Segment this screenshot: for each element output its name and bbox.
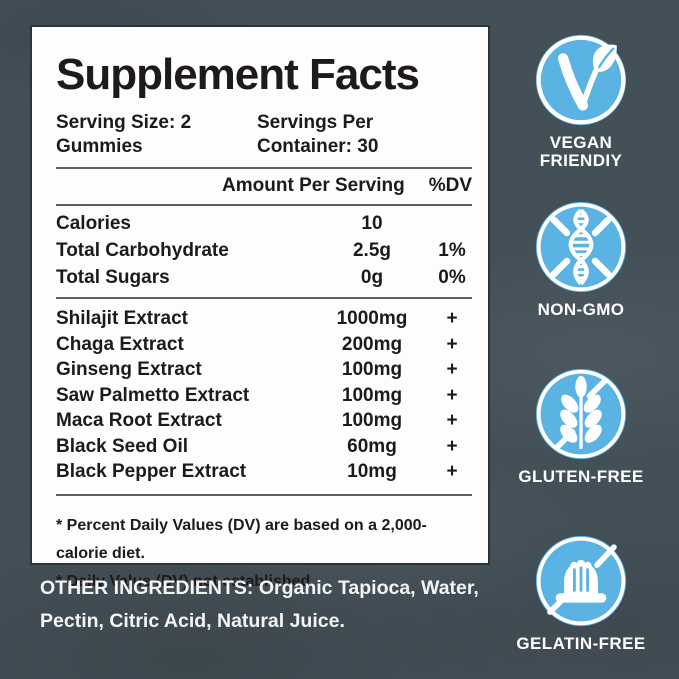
nutrient-dv: 1% (438, 240, 466, 261)
dna-crossed-icon (534, 200, 628, 294)
table-row: Saw Palmetto Extract 100mg + (56, 383, 472, 409)
ingredient-dv: + (446, 461, 458, 482)
footnote-dv-not-established: * Daily Value (DV) not established. (56, 572, 315, 590)
table-row: Chaga Extract 200mg + (56, 332, 472, 358)
badge-vegan-friendly: VEGAN FRIENDIY (502, 33, 660, 170)
ingredient-amount: 100mg (341, 359, 403, 380)
ingredient-amount: 10mg (347, 461, 397, 482)
ingredient-name: Saw Palmetto Extract (56, 384, 250, 406)
ingredient-name: Black Seed Oil (56, 435, 189, 457)
vegan-leaf-icon (534, 33, 628, 127)
table-row: Calories 10 (56, 210, 472, 237)
nutrient-amount: 10 (361, 213, 383, 234)
supplement-facts-panel: Supplement Facts Serving Size: 2 Gummies… (30, 25, 490, 590)
badge-label: GELATIN-FREE (516, 635, 645, 653)
ingredient-name: Shilajit Extract (56, 308, 188, 329)
badge-label: VEGAN FRIENDIY (540, 134, 623, 170)
ingredient-dv: + (446, 333, 458, 355)
ingredient-dv: + (446, 359, 458, 380)
table-row: Black Seed Oil 60mg + (56, 434, 472, 460)
ingredient-name: Black Pepper Extract (56, 461, 247, 482)
badge-label-line: VEGAN (549, 133, 613, 152)
dv-header: %DV (428, 175, 472, 196)
divider (56, 297, 472, 299)
table-row: Black Pepper Extract 10mg + (56, 459, 472, 485)
divider (56, 204, 472, 206)
nutrient-rows: Calories 10 Total Carbohydrate 2.5g 1% T… (56, 206, 472, 297)
nutrient-name: Total Sugars (56, 267, 170, 288)
badge-label: NON-GMO (538, 301, 625, 319)
ingredient-dv: + (446, 435, 458, 457)
table-row: Total Carbohydrate 2.5g 1% (56, 237, 472, 264)
ingredient-amount: 100mg (341, 384, 403, 406)
nutrient-name: Total Carbohydrate (56, 240, 229, 261)
ingredient-dv: + (446, 308, 458, 329)
badge-label-line: FRIENDIY (539, 151, 623, 170)
divider (56, 493, 472, 496)
serving-row: Serving Size: 2 Gummies Servings Per Con… (56, 111, 472, 159)
nutrient-name: Calories (56, 213, 131, 234)
ingredient-name: Chaga Extract (56, 333, 184, 355)
footnote-dv-basis: * Percent Daily Values (DV) are based on… (56, 516, 427, 562)
badge-non-gmo: NON-GMO (502, 200, 660, 319)
ingredient-rows: Shilajit Extract 1000mg + Chaga Extract … (56, 299, 472, 494)
table-row: Total Sugars 0g 0% (56, 264, 472, 291)
ingredient-amount: 100mg (341, 410, 403, 431)
amount-per-serving-header: Amount Per Serving (222, 175, 405, 196)
badge-label-line: GLUTEN-FREE (518, 467, 644, 486)
servings-per-container: Servings Per Container: 30 (256, 112, 379, 157)
divider (56, 167, 472, 169)
ingredient-amount: 200mg (341, 333, 403, 355)
nutrient-amount: 2.5g (352, 240, 392, 261)
ingredient-name: Ginseng Extract (56, 359, 202, 380)
wheat-crossed-icon (534, 367, 628, 461)
ingredient-name: Maca Root Extract (56, 410, 222, 431)
ingredient-dv: + (446, 410, 458, 431)
other-ingredients-text: OTHER INGREDIENTS: Organic Tapioca, Wate… (40, 577, 479, 632)
footnotes: * Percent Daily Values (DV) are based on… (56, 512, 472, 596)
nutrient-amount: 0g (360, 267, 384, 288)
badge-label-line: NON-GMO (537, 300, 625, 319)
badge-gelatin-free: GELATIN-FREE (502, 534, 660, 653)
serving-size: Serving Size: 2 Gummies (56, 112, 192, 157)
badge-label-line: GELATIN-FREE (516, 634, 646, 653)
ingredient-amount: 60mg (347, 435, 397, 457)
table-row: Shilajit Extract 1000mg + (56, 306, 472, 332)
table-row: Maca Root Extract 100mg + (56, 408, 472, 434)
ingredient-amount: 1000mg (336, 308, 408, 329)
badge-gluten-free: GLUTEN-FREE (502, 367, 660, 486)
table-header: Amount Per Serving %DV (56, 169, 472, 204)
jelly-crossed-icon (534, 534, 628, 628)
badge-label: GLUTEN-FREE (518, 468, 643, 486)
ingredient-dv: + (446, 384, 458, 406)
panel-title: Supplement Facts (56, 50, 420, 99)
nutrient-dv: 0% (438, 267, 466, 288)
table-row: Ginseng Extract 100mg + (56, 357, 472, 383)
